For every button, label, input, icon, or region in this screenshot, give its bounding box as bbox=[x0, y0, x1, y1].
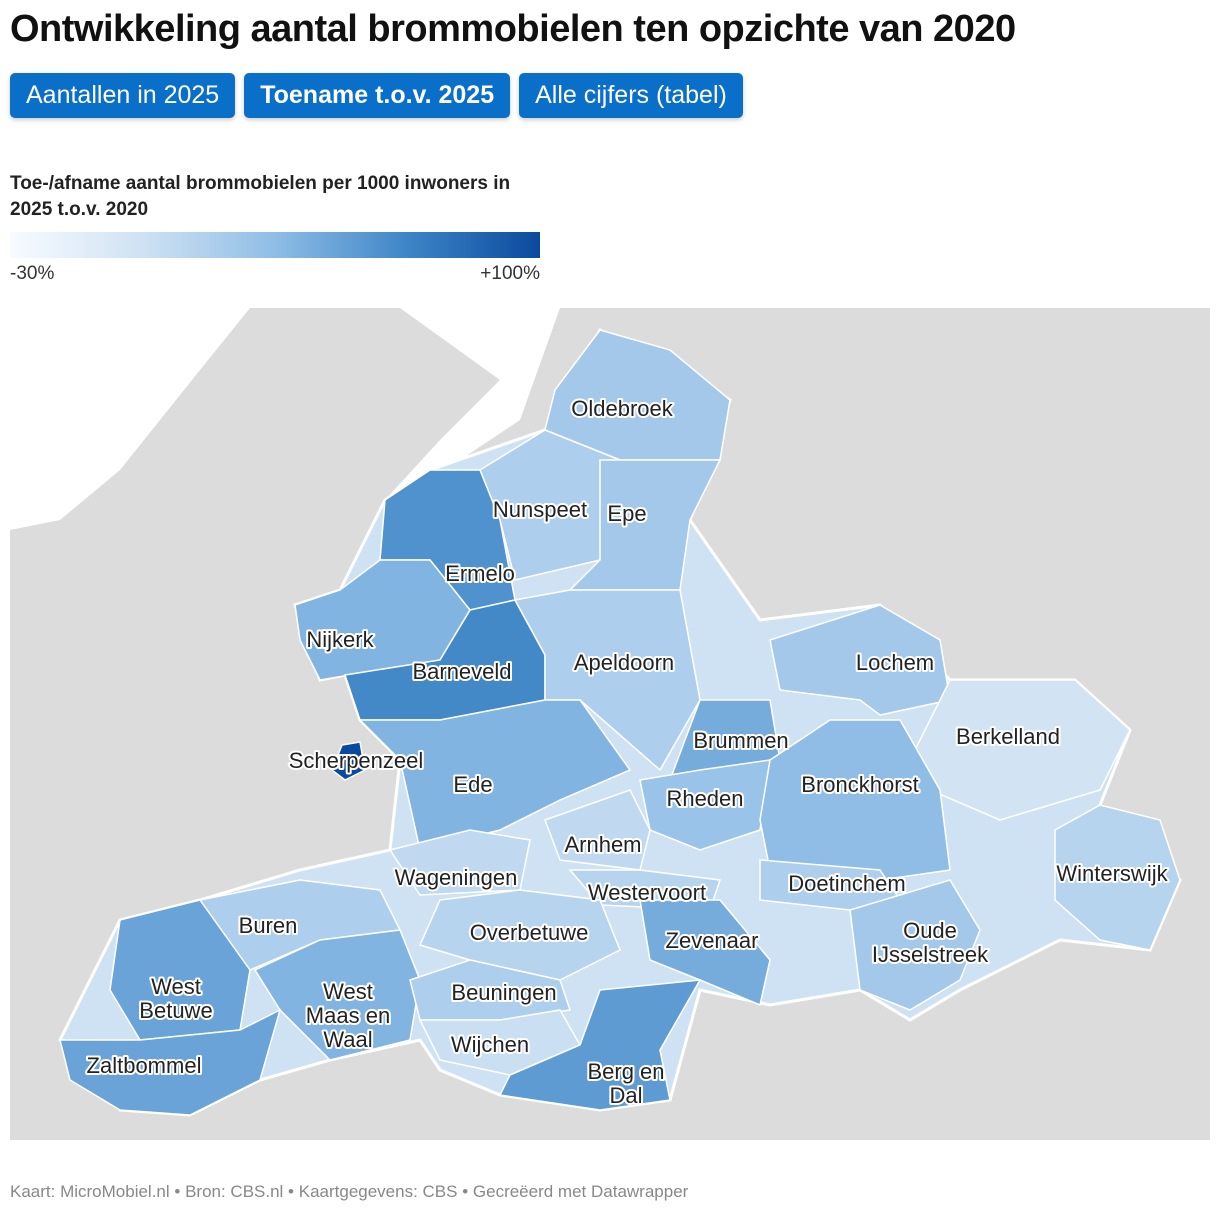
region-label: West bbox=[151, 974, 201, 999]
region-label: Scherpenzeel bbox=[289, 748, 424, 773]
region-label: Westervoort bbox=[588, 880, 706, 905]
region-label: Zevenaar bbox=[666, 928, 759, 953]
region bbox=[849, 879, 981, 1011]
tab-button[interactable]: Toename t.o.v. 2025 bbox=[244, 73, 511, 118]
region-label: Winterswijk bbox=[1056, 861, 1168, 886]
regions bbox=[59, 329, 1181, 1116]
footer: Kaart: MicroMobiel.nl • Bron: CBS.nl • K… bbox=[10, 1182, 689, 1201]
region-label: Ermelo bbox=[445, 561, 515, 586]
region bbox=[388, 829, 531, 896]
region-label: Wageningen bbox=[395, 865, 518, 890]
title: Ontwikkeling aantal brommobielen ten opz… bbox=[10, 8, 1016, 50]
region-label: Ede bbox=[453, 772, 492, 797]
region-label: Berg en bbox=[587, 1059, 664, 1084]
region-labels: Oldebroek Nunspeet Ermelo Epe Nijkerk Barneve… bbox=[85, 394, 1171, 1110]
region-label: Rheden bbox=[666, 786, 743, 811]
region bbox=[253, 929, 421, 1061]
region-label: Betuwe bbox=[139, 998, 212, 1023]
legend-title: Toe-/afname aantal brommobielen per 1000… bbox=[10, 173, 511, 220]
region-label: Apeldoorn bbox=[574, 650, 674, 675]
region bbox=[769, 604, 951, 716]
region-label: Nunspeet bbox=[493, 497, 587, 522]
region-label: Overbetuwe bbox=[470, 920, 589, 945]
region bbox=[1054, 804, 1181, 951]
region bbox=[759, 719, 951, 881]
region-label: Buren bbox=[239, 913, 298, 938]
legend-gradient bbox=[10, 232, 540, 258]
region-label: Oldebroek bbox=[571, 396, 674, 421]
region-label: Maas en bbox=[306, 1003, 390, 1028]
region-label: Beuningen bbox=[451, 980, 556, 1005]
region bbox=[59, 1008, 282, 1116]
region-label: Doetinchem bbox=[788, 871, 905, 896]
region-label: Wijchen bbox=[451, 1032, 529, 1057]
region-label: Berkelland bbox=[956, 724, 1060, 749]
region bbox=[639, 899, 771, 1007]
legend-min-label: -30% bbox=[10, 263, 55, 284]
tab-button[interactable]: Alle cijfers (tabel) bbox=[519, 73, 743, 118]
tabs: Aantallen in 2025 Toename t.o.v. 2025 Alle… bbox=[10, 73, 743, 118]
region-label: Oude bbox=[903, 918, 957, 943]
region-label: Epe bbox=[607, 501, 646, 526]
water bbox=[385, 308, 560, 520]
region-label: Nijkerk bbox=[306, 627, 374, 652]
legend-max-label: +100% bbox=[480, 263, 540, 284]
region-label: West bbox=[323, 979, 373, 1004]
region-label: Waal bbox=[323, 1027, 372, 1052]
region-label: Arnhem bbox=[564, 832, 641, 857]
water bbox=[10, 308, 250, 530]
region bbox=[358, 699, 632, 851]
region-label: IJsselstreek bbox=[872, 942, 989, 967]
region-label: Zaltbommel bbox=[87, 1053, 202, 1078]
region bbox=[544, 789, 651, 871]
region bbox=[498, 979, 702, 1111]
region-label: Barneveld bbox=[412, 659, 511, 684]
region bbox=[418, 889, 621, 981]
region-label: Dal bbox=[609, 1083, 642, 1108]
tab-button[interactable]: Aantallen in 2025 bbox=[10, 73, 236, 118]
region bbox=[513, 589, 701, 772]
region-label: Lochem bbox=[856, 650, 934, 675]
region bbox=[331, 741, 366, 781]
region-label: Brummen bbox=[693, 728, 788, 753]
region-label: Bronckhorst bbox=[801, 772, 918, 797]
